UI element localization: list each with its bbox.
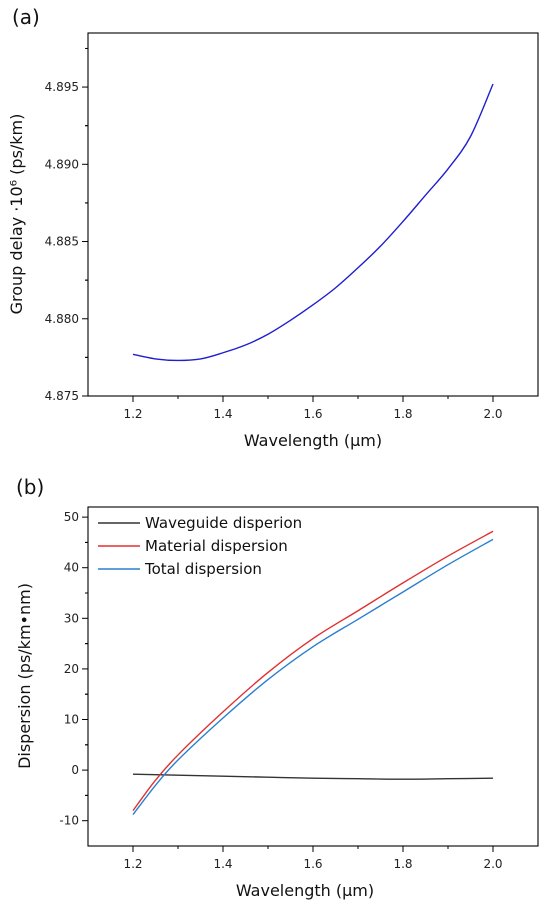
y-axis-title: Dispersion (ps/km•nm): [15, 583, 34, 769]
y-tick-label: 10: [64, 713, 79, 727]
x-tick-label: 2.0: [483, 857, 502, 871]
x-axis-title: Wavelength (μm): [244, 431, 382, 450]
series-line-1: [132, 773, 494, 780]
chart-panel-a: 1.2 1.4 1.6 1.8 2.0 4.875 4.880 4.885 4.890 4.895…: [7, 5, 539, 450]
x-tick-label: 1.2: [123, 857, 142, 871]
legend-label: Material dispersion: [145, 537, 288, 555]
y-tick-label: -10: [59, 814, 79, 828]
x-tick-label: 2.0: [483, 407, 502, 421]
panel-label: (b): [16, 475, 44, 499]
y-axis-title: Group delay ·10⁶ (ps/km): [7, 114, 26, 315]
y-tick-label: 40: [64, 561, 79, 575]
y-tick-label: 4.885: [45, 235, 79, 249]
series-line-1: [132, 83, 494, 362]
x-tick-label: 1.4: [213, 857, 232, 871]
y-tick-label: 4.895: [45, 80, 79, 94]
x-axis-title: Wavelength (μm): [236, 881, 374, 900]
x-tick-label: 1.8: [393, 407, 412, 421]
series-line-2: [132, 530, 494, 811]
legend-label: Waveguide disperion: [145, 514, 302, 532]
legend-label: Total dispersion: [144, 560, 262, 578]
y-tick-label: 4.890: [45, 157, 79, 171]
plot-frame: [87, 506, 539, 847]
y-tick-label: 50: [64, 510, 79, 524]
panel-label: (a): [12, 5, 40, 29]
x-tick-label: 1.6: [303, 407, 322, 421]
x-tick-label: 1.8: [393, 857, 412, 871]
x-tick-label: 1.2: [123, 407, 142, 421]
y-tick-label: 20: [64, 662, 79, 676]
x-tick-label: 1.4: [213, 407, 232, 421]
series-line-3: [132, 538, 494, 816]
y-tick-label: 4.875: [45, 389, 79, 403]
x-tick-label: 1.6: [303, 857, 322, 871]
plot-frame: [87, 32, 539, 397]
y-tick-label: 30: [64, 611, 79, 625]
y-tick-label: 0: [71, 763, 79, 777]
chart-panel-b: 1.2 1.4 1.6 1.8 2.0 -10 0 10 20 30 40 50 Wavelength …: [15, 475, 539, 900]
y-tick-label: 4.880: [45, 312, 79, 326]
